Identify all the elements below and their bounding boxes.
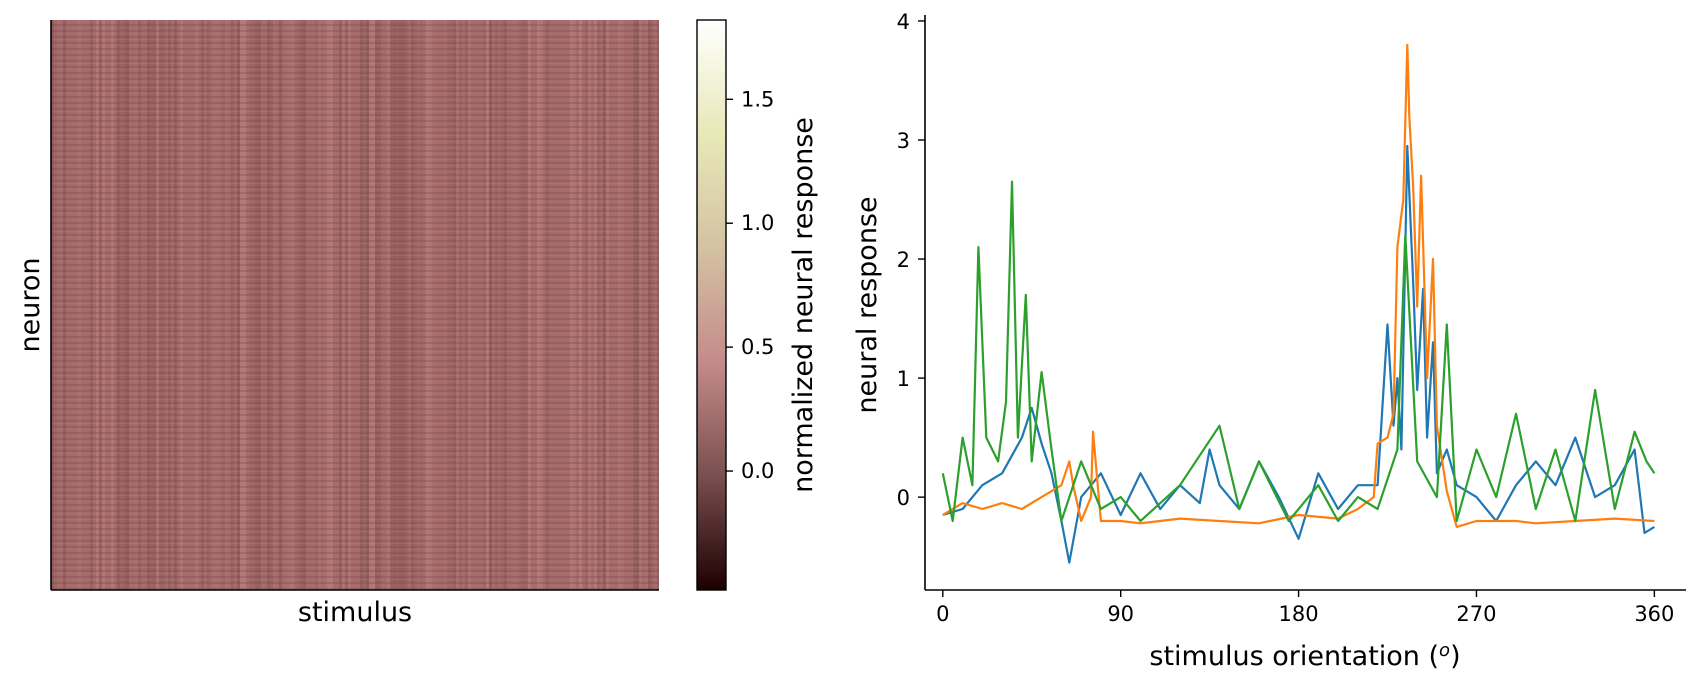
line-series-1 (942, 144, 1655, 564)
line-x-ticks: 0 90 180 270 360 (936, 590, 1674, 626)
x-tick-label: 180 (1279, 602, 1319, 626)
line-y-label: neural response (852, 196, 883, 413)
colorbar: 0.0 0.5 1.0 1.5 normalized neural response (696, 19, 819, 591)
heatmap-row-texture (51, 20, 659, 590)
y-tick-label: 0 (897, 486, 910, 510)
line-series-2 (942, 43, 1655, 529)
x-tick-label: 0 (936, 602, 949, 626)
x-tick-label: 90 (1107, 602, 1134, 626)
y-tick-label: 2 (897, 248, 910, 272)
colorbar-tick-label: 0.0 (741, 459, 774, 483)
x-tick-label: 270 (1456, 602, 1496, 626)
colorbar-ticks: 0.0 0.5 1.0 1.5 (726, 87, 774, 483)
y-tick-label: 3 (897, 129, 910, 153)
colorbar-tick-label: 1.5 (741, 87, 774, 111)
line-x-label: stimulus orientation (o) (1149, 640, 1460, 672)
line-series-group (941, 43, 1656, 564)
heatmap-y-label: neuron (15, 258, 46, 353)
colorbar-tick-label: 1.0 (741, 211, 774, 235)
line-y-ticks: 0 1 2 3 4 (897, 10, 925, 510)
line-panel: 0 90 180 270 360 0 1 2 3 4 stimulus orientation … (852, 10, 1686, 672)
colorbar-tick-label: 0.5 (741, 335, 774, 359)
line-series-3 (941, 180, 1656, 523)
colorbar-gradient (696, 19, 727, 591)
y-tick-label: 1 (897, 367, 910, 391)
x-tick-label: 360 (1634, 602, 1674, 626)
heatmap-panel: stimulus neuron (15, 20, 659, 628)
colorbar-label: normalized neural response (788, 117, 819, 493)
y-tick-label: 4 (897, 10, 910, 34)
heatmap-x-label: stimulus (298, 597, 412, 628)
